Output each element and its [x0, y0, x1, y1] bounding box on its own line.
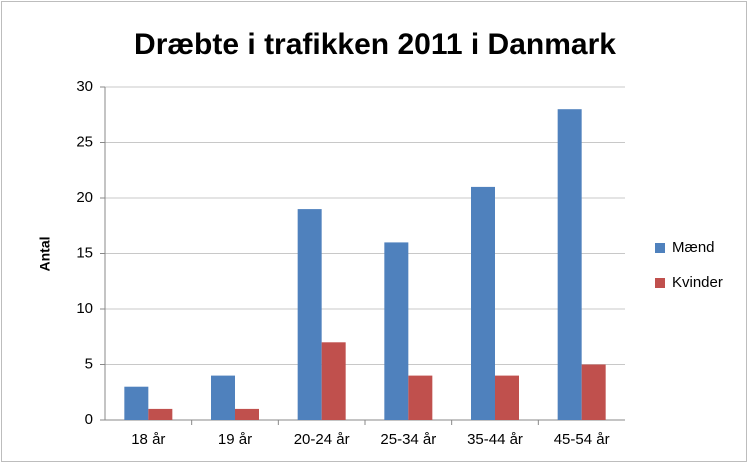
x-tick-label: 35-44 år: [467, 431, 523, 448]
x-tick-label: 19 år: [218, 431, 252, 448]
legend-label: Mænd: [672, 239, 715, 256]
legend-swatch: [655, 278, 665, 288]
y-tick-label: 0: [85, 411, 93, 428]
bar: [124, 386, 149, 420]
x-tick-label: 45-54 år: [554, 431, 610, 448]
x-tick-label: 18 år: [131, 431, 165, 448]
y-tick-label: 25: [76, 133, 93, 150]
y-tick-label: 30: [76, 78, 93, 95]
x-tick-label: 20-24 år: [294, 431, 350, 448]
legend-label: Kvinder: [672, 274, 723, 291]
legend-swatch: [655, 243, 665, 253]
chart-title: Dræbte i trafikken 2011 i Danmark: [134, 28, 616, 61]
y-axis-label: Antal: [37, 237, 53, 272]
bar: [297, 209, 322, 420]
bar: [581, 364, 606, 420]
y-tick-label: 10: [76, 300, 93, 317]
bar: [211, 375, 235, 420]
bar: [148, 408, 173, 420]
y-tick-label: 20: [76, 189, 93, 206]
bar: [471, 186, 495, 420]
bar: [235, 408, 259, 420]
bar: [384, 242, 409, 420]
y-tick-label: 15: [76, 244, 93, 261]
bar: [408, 375, 433, 420]
bar: [321, 342, 346, 420]
bar: [557, 109, 582, 420]
x-tick-label: 25-34 år: [380, 431, 436, 448]
y-tick-label: 5: [85, 355, 93, 372]
bar: [495, 375, 519, 420]
